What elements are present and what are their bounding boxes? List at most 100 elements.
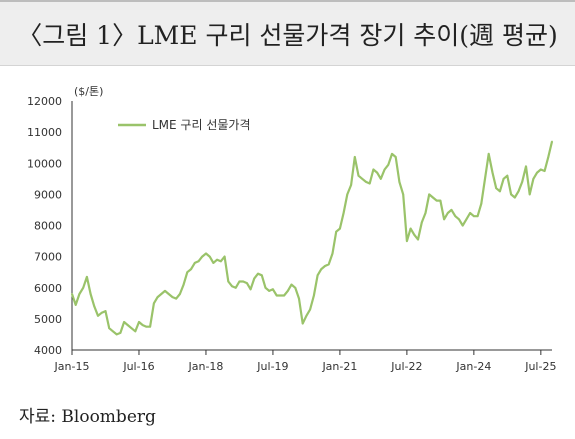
data-point: [394, 156, 397, 158]
data-point: [439, 199, 442, 202]
data-point: [387, 163, 390, 166]
data-point: [179, 293, 181, 295]
x-tick-label: Jul-16: [122, 360, 154, 373]
data-point: [104, 310, 107, 312]
data-point: [446, 212, 449, 214]
data-point: [100, 311, 103, 314]
data-point: [272, 288, 274, 291]
chart-area: ($/톤) 4000 5000 6000 7000 8000 9000 10000 11000 1…: [0, 70, 575, 390]
data-point: [428, 193, 431, 196]
data-point: [305, 314, 308, 317]
data-point: [108, 327, 111, 330]
data-point: [543, 170, 546, 172]
data-point: [156, 296, 159, 298]
x-tick-label: Jul-19: [256, 360, 288, 373]
data-point: [119, 332, 122, 334]
data-point: [216, 258, 219, 261]
y-tick-label: 8000: [34, 220, 62, 233]
data-point: [190, 268, 193, 270]
data-point: [227, 280, 230, 283]
data-point: [164, 290, 166, 292]
chart-title: 〈그림 1〉LME 구리 선물가격 장기 추이(週 평균): [17, 21, 558, 50]
data-point: [298, 297, 300, 300]
y-tick-label: 11000: [27, 126, 62, 139]
data-point: [212, 262, 215, 264]
data-point: [346, 193, 349, 196]
data-point: [279, 294, 282, 297]
data-point: [484, 177, 486, 180]
data-point: [246, 282, 248, 284]
series-layer: [70, 140, 554, 336]
data-point: [513, 196, 516, 199]
data-point: [342, 212, 345, 214]
data-point: [495, 187, 498, 190]
data-point: [372, 168, 375, 171]
data-point: [420, 221, 423, 224]
data-point: [458, 218, 460, 221]
data-point: [126, 324, 129, 326]
data-point: [350, 184, 352, 186]
data-point: [234, 286, 237, 289]
x-tick-label: Jul-25: [524, 360, 556, 373]
x-tick-label: Jan-21: [321, 360, 357, 373]
data-point: [294, 286, 297, 289]
data-point: [74, 304, 77, 306]
data-point: [231, 285, 233, 288]
data-point: [379, 177, 382, 180]
data-point: [413, 233, 416, 236]
x-tick-label: Jul-22: [390, 360, 422, 373]
data-point: [141, 324, 144, 326]
data-point: [153, 302, 155, 305]
data-point: [123, 321, 125, 323]
data-point: [286, 290, 289, 292]
data-point: [506, 174, 509, 177]
data-point: [353, 156, 356, 158]
data-point: [487, 153, 490, 155]
data-point: [175, 297, 178, 300]
data-point: [435, 199, 438, 202]
data-point: [536, 171, 538, 174]
data-point: [149, 325, 152, 328]
data-point: [186, 271, 189, 274]
data-point: [532, 177, 535, 180]
data-point: [275, 294, 278, 297]
data-point: [130, 327, 133, 330]
data-point: [301, 322, 304, 325]
data-point: [376, 171, 378, 174]
data-point: [521, 181, 524, 183]
data-point: [465, 218, 468, 221]
data-point: [450, 209, 453, 211]
data-point: [223, 255, 226, 258]
x-tick-label: Jan-24: [455, 360, 491, 373]
data-point: [86, 276, 88, 278]
data-point: [112, 330, 114, 333]
data-point: [97, 314, 99, 317]
data-point: [160, 293, 163, 295]
data-point: [339, 227, 341, 230]
data-point: [260, 274, 263, 277]
data-point: [491, 171, 494, 174]
data-point: [391, 153, 393, 155]
data-point: [316, 274, 319, 277]
data-point: [551, 140, 553, 143]
data-point: [249, 288, 252, 291]
data-point: [469, 212, 471, 214]
data-point: [357, 174, 360, 177]
data-point: [313, 294, 315, 297]
y-tick-label: 10000: [27, 157, 62, 170]
data-point: [473, 215, 475, 218]
data-point: [283, 294, 285, 297]
data-point: [268, 290, 271, 292]
data-point: [205, 252, 207, 255]
data-point: [89, 293, 92, 295]
data-point: [510, 193, 512, 196]
x-tick-label: Jan-15: [54, 360, 90, 373]
data-point: [365, 181, 367, 183]
data-point: [502, 177, 505, 180]
y-tick-label: 4000: [34, 344, 62, 357]
data-point: [193, 262, 196, 264]
x-tick-label: Jan-18: [187, 360, 223, 373]
data-point: [517, 190, 520, 193]
y-tick-label: 7000: [34, 251, 62, 264]
data-point: [134, 330, 137, 333]
